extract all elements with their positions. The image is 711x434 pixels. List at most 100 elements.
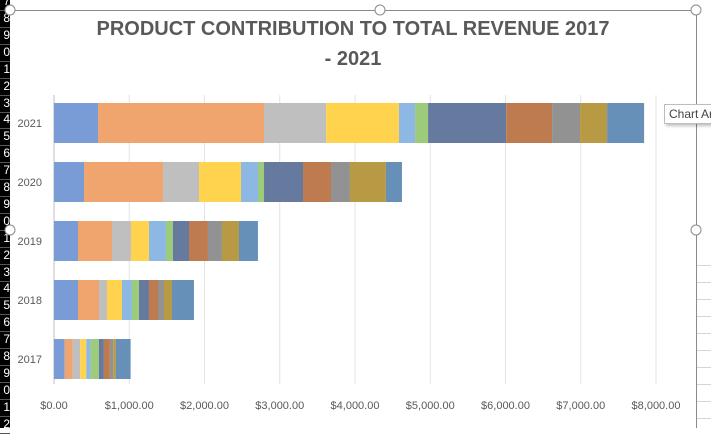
bar-segment xyxy=(54,221,79,261)
row-header[interactable]: 2 xyxy=(0,248,10,265)
row-header[interactable]: 8 xyxy=(0,11,10,28)
bar-segment xyxy=(326,103,400,143)
resize-handle[interactable] xyxy=(4,4,16,16)
row-header[interactable]: 9 xyxy=(0,28,10,45)
worksheet-cells[interactable] xyxy=(697,0,711,428)
chart-border xyxy=(696,10,697,428)
bar-segment xyxy=(415,103,429,143)
row-header[interactable]: 7 xyxy=(0,163,10,181)
x-tick-label: $7,000.00 xyxy=(556,400,605,412)
row-header[interactable]: 4 xyxy=(0,112,10,130)
chart-title-line: - 2021 xyxy=(324,48,382,70)
bar-segment xyxy=(258,162,265,202)
row-header[interactable]: 3 xyxy=(0,265,10,282)
cell-gridline xyxy=(697,401,711,402)
bar-segment xyxy=(90,339,99,379)
bar-segment xyxy=(98,103,265,143)
bar-segment xyxy=(54,280,79,320)
y-tick-label: 2020 xyxy=(18,177,42,189)
bar-segment xyxy=(580,103,608,143)
bar-segment xyxy=(54,162,85,202)
bar-segment xyxy=(112,221,131,261)
bar-segment xyxy=(106,280,122,320)
bar-segment xyxy=(428,103,507,143)
row-header[interactable]: 8 xyxy=(0,349,10,366)
cell-gridline xyxy=(697,282,711,283)
cell-gridline xyxy=(697,333,711,334)
resize-handle[interactable] xyxy=(690,4,702,16)
row-header[interactable]: 0 xyxy=(0,45,10,62)
bar-segment xyxy=(221,221,239,261)
row-header[interactable]: 1 xyxy=(0,400,10,417)
bar-segment xyxy=(64,339,73,379)
row-header[interactable]: 0 xyxy=(0,383,10,400)
bar-segment xyxy=(171,280,194,320)
bar-segment xyxy=(130,221,149,261)
bar-segment xyxy=(188,221,208,261)
cell-gridline xyxy=(697,384,711,385)
bar-segment xyxy=(172,221,189,261)
row-header[interactable]: 6 xyxy=(0,315,10,333)
bar-segment xyxy=(163,162,200,202)
row-header[interactable]: 1 xyxy=(0,62,10,79)
x-tick-label: $5,000.00 xyxy=(406,400,455,412)
y-tick-label: 2017 xyxy=(18,354,42,366)
x-tick-label: $3,000.00 xyxy=(255,400,304,412)
chart-title-line: PRODUCT CONTRIBUTION TO TOTAL REVENUE 20… xyxy=(96,18,610,40)
x-tick-label: $1,000.00 xyxy=(105,400,154,412)
bar-segment xyxy=(86,339,91,379)
x-tick-label: $6,000.00 xyxy=(481,400,530,412)
bar-segment xyxy=(264,103,327,143)
bar-segment xyxy=(131,280,139,320)
bar-segment xyxy=(98,339,104,379)
cell-gridline xyxy=(697,265,711,266)
row-header[interactable]: 8 xyxy=(0,180,10,197)
row-header[interactable]: 5 xyxy=(0,298,10,316)
bar-segment xyxy=(148,280,158,320)
bar-segment xyxy=(349,162,386,202)
bar-segment xyxy=(98,280,107,320)
row-header[interactable]: 1 xyxy=(0,231,10,248)
chart-border xyxy=(10,10,696,11)
bar-segment xyxy=(303,162,331,202)
bar-segment xyxy=(54,103,99,143)
bar-segment xyxy=(264,162,304,202)
cell-gridline xyxy=(697,367,711,368)
bar-segment xyxy=(607,103,645,143)
resize-handle[interactable] xyxy=(4,224,16,236)
bar-segment xyxy=(78,280,99,320)
row-header[interactable]: 7 xyxy=(0,332,10,350)
tooltip: Chart Ar xyxy=(664,104,711,124)
x-tick-label: $4,000.00 xyxy=(331,400,380,412)
row-header[interactable]: 3 xyxy=(0,96,10,113)
x-tick-label: $0.00 xyxy=(40,400,68,412)
bar-segment xyxy=(103,339,110,379)
x-tick-label: $2,000.00 xyxy=(180,400,229,412)
resize-handle[interactable] xyxy=(690,224,702,236)
row-header[interactable]: 4 xyxy=(0,281,10,299)
row-header[interactable]: 9 xyxy=(0,366,10,383)
bar-segment xyxy=(72,339,81,379)
row-header[interactable]: 6 xyxy=(0,146,10,164)
bar-segment xyxy=(113,339,116,379)
row-header[interactable]: 2 xyxy=(0,79,10,96)
bar-segment xyxy=(84,162,164,202)
bar-segment xyxy=(54,339,65,379)
cell-gridline xyxy=(697,350,711,351)
bar-segment xyxy=(164,280,172,320)
bar-segment xyxy=(399,103,416,143)
bar-segment xyxy=(115,339,131,379)
cell-gridline xyxy=(697,316,711,317)
bar-segment xyxy=(240,162,259,202)
bar-segment xyxy=(80,339,87,379)
resize-handle[interactable] xyxy=(374,4,386,16)
bar-segment xyxy=(148,221,166,261)
row-header[interactable]: 9 xyxy=(0,197,10,214)
bar-segment xyxy=(121,280,132,320)
chart-title[interactable]: PRODUCT CONTRIBUTION TO TOTAL REVENUE 20… xyxy=(60,14,646,74)
row-header[interactable]: 5 xyxy=(0,129,10,147)
bar-segment xyxy=(552,103,581,143)
bar-segment xyxy=(238,221,258,261)
